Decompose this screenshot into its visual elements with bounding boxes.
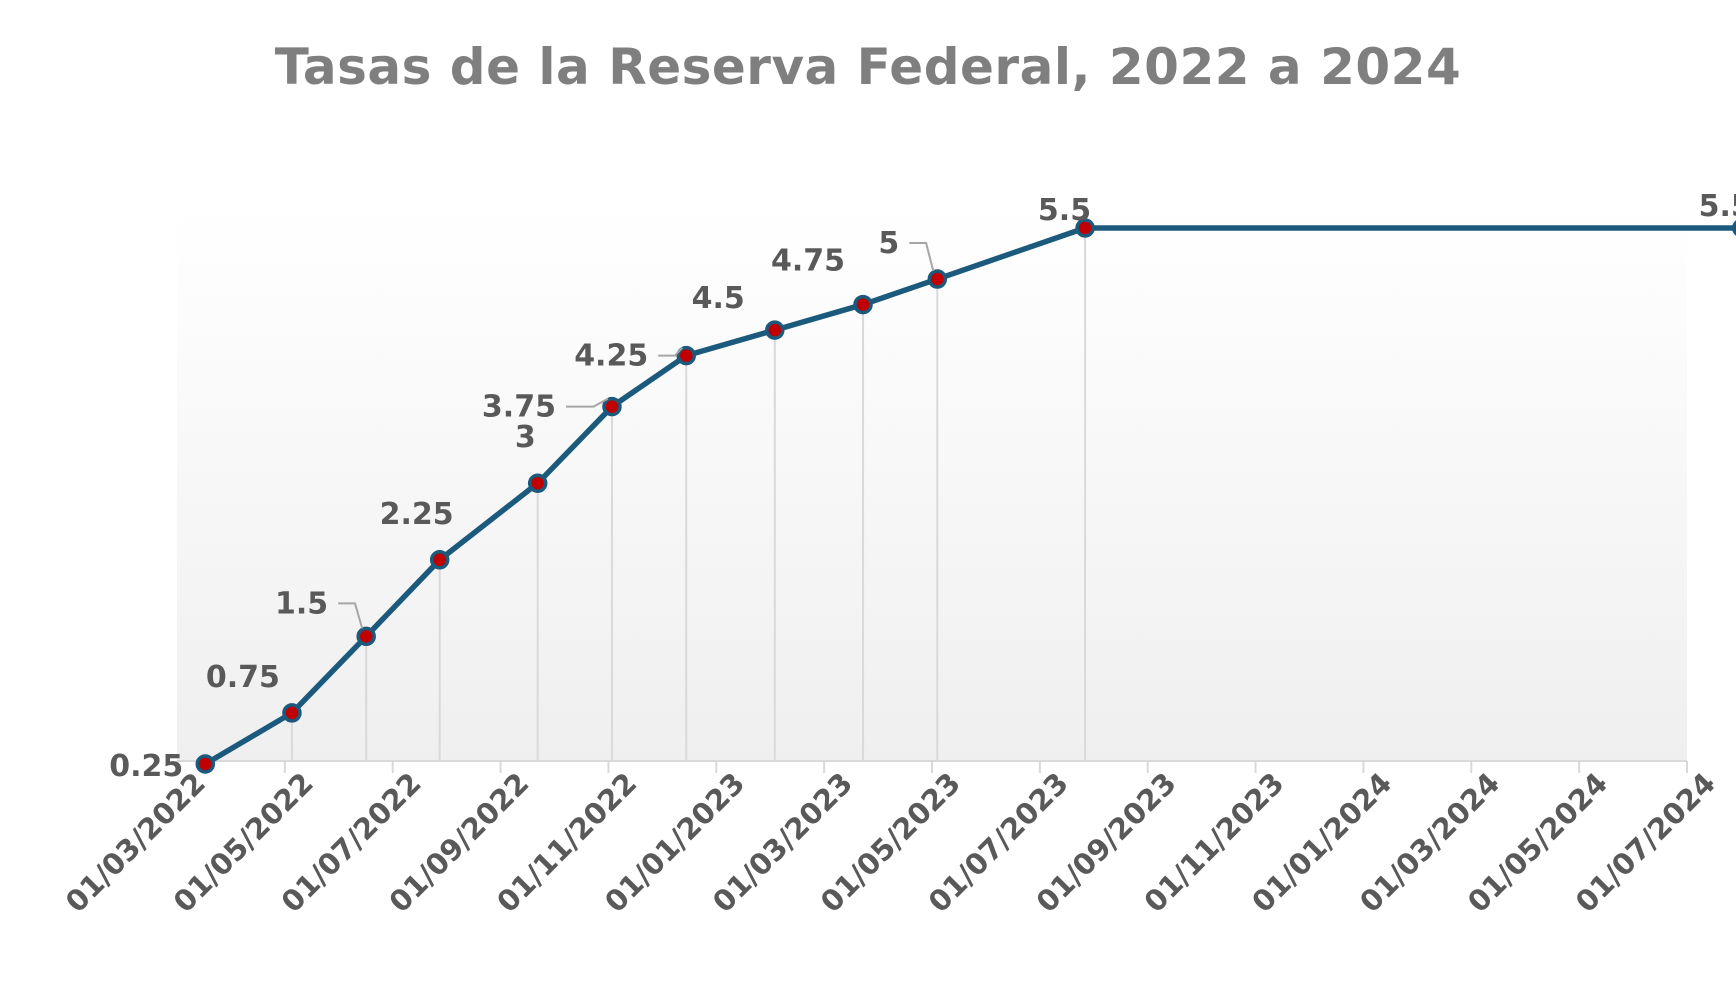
drop-lines <box>290 228 1087 761</box>
label-leader-line <box>658 346 683 357</box>
data-label: 3 <box>515 420 536 455</box>
data-label: 4.25 <box>574 339 648 374</box>
data-point <box>765 320 785 340</box>
data-label: 5.5 <box>1038 193 1091 228</box>
data-label: 0.25 <box>109 749 183 784</box>
data-point <box>1075 218 1095 238</box>
x-axis <box>176 760 1688 773</box>
data-labels: 0.25 0.75 1.5 2.25 33.75 4.25 4.5 4.75 5 5.5 5.5 <box>109 189 1736 784</box>
data-label: 2.25 <box>380 497 454 532</box>
data-label: 5.5 <box>1699 189 1736 224</box>
data-label: 1.5 <box>275 586 328 621</box>
data-label: 5 <box>878 226 899 261</box>
data-label: 3.75 <box>482 390 556 425</box>
x-tick-labels: 01/03/202201/05/202201/07/202201/09/2022… <box>59 766 1722 919</box>
plot-area <box>177 205 1687 761</box>
series-line-path <box>202 225 1736 767</box>
data-label: 4.5 <box>692 281 745 316</box>
data-markers <box>195 218 1736 774</box>
data-point <box>195 754 216 774</box>
data-point <box>927 269 948 289</box>
data-label: 0.75 <box>206 660 280 695</box>
label-leader-lines <box>338 242 935 629</box>
label-leader-line <box>565 397 609 408</box>
label-leader-line <box>909 242 935 272</box>
label-leader-line <box>338 602 364 629</box>
data-point <box>527 473 548 493</box>
chart-title: Tasas de la Reserva Federal, 2022 a 2024 <box>274 38 1462 96</box>
data-point <box>356 626 376 647</box>
data-point <box>853 294 873 315</box>
data-point <box>1732 220 1736 236</box>
data-point <box>429 550 450 570</box>
data-label: 4.75 <box>771 244 845 279</box>
data-point <box>676 345 696 366</box>
data-point <box>602 396 622 417</box>
data-point <box>282 703 302 723</box>
series-line <box>202 225 1736 767</box>
